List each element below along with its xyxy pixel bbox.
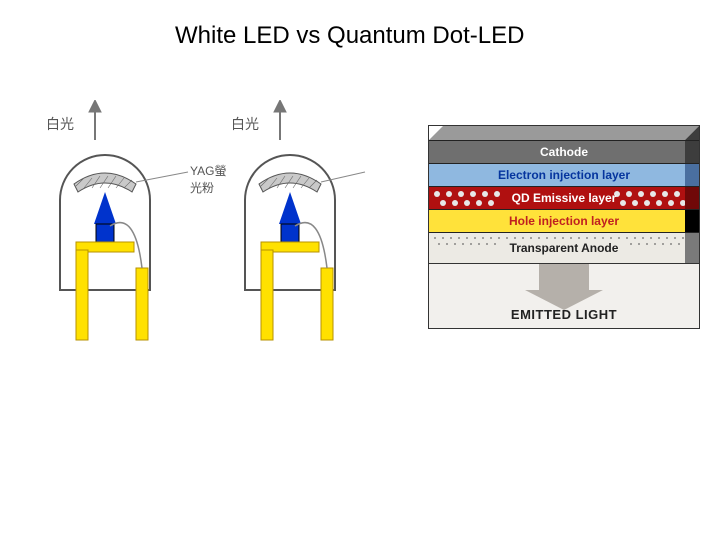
qd-layer-cathode: Cathode (429, 140, 699, 163)
white-led-diagram-2: 白光 (225, 100, 385, 365)
emit-label-1: 白光 (46, 114, 74, 134)
qd-layer-eil: Electron injection layer (429, 163, 699, 186)
page-title: White LED vs Quantum Dot-LED (175, 22, 524, 50)
qd-layer-label: Electron injection layer (498, 168, 630, 182)
qd-emit-area: EMITTED LIGHT (429, 263, 699, 328)
white-led-diagram-1: 白光 (40, 100, 230, 365)
qd-layer-label: Cathode (540, 145, 588, 159)
qd-led-stack: Cathode Electron injection layer QD Emis… (428, 125, 700, 329)
qd-topcap (429, 126, 699, 140)
led-svg-2 (225, 100, 385, 360)
qd-layer-qd: QD Emissive layer (429, 186, 699, 209)
qd-layer-label: QD Emissive layer (512, 191, 617, 205)
qd-layer-label: Hole injection layer (509, 214, 619, 228)
led-svg-1 (40, 100, 230, 360)
phosphor-label: YAG螢光粉 (190, 162, 230, 196)
qd-layer-hil: Hole injection layer (429, 209, 699, 232)
emit-label-2: 白光 (231, 114, 259, 134)
qd-emit-label: EMITTED LIGHT (429, 307, 699, 322)
qd-anode-label: Transparent Anode (510, 241, 619, 255)
qd-layer-anode: Transparent Anode (429, 232, 699, 263)
diagram-area: 白光 (0, 100, 720, 400)
